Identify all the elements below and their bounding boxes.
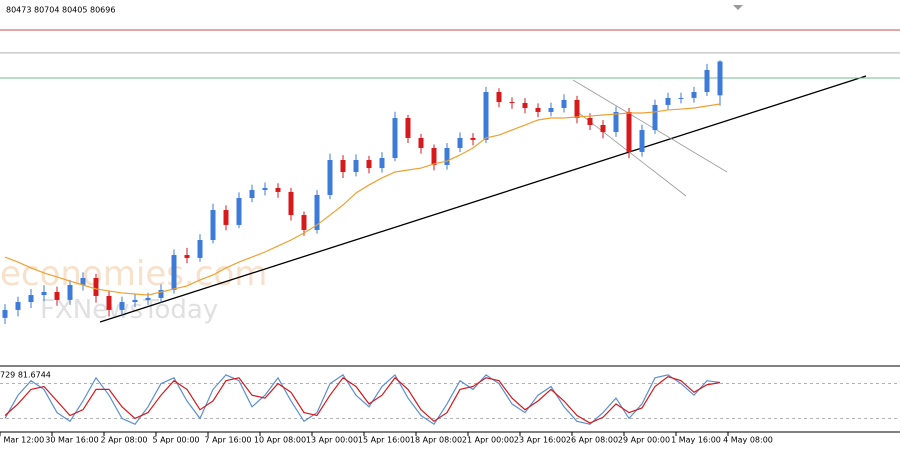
candle-body <box>301 215 307 230</box>
candle-body <box>418 137 424 148</box>
stoch-d <box>4 375 721 424</box>
candle-body <box>262 187 268 190</box>
candle-body <box>444 147 450 166</box>
candle-body <box>28 295 34 303</box>
candle-body <box>665 97 671 105</box>
candle-body <box>470 137 476 140</box>
candle-body <box>327 159 333 195</box>
candle-body <box>314 194 320 230</box>
candle-body <box>106 295 112 310</box>
x-tick-label: 21 Apr 00:00 <box>462 436 514 445</box>
channel-line <box>574 109 687 197</box>
candle-body <box>704 69 710 93</box>
candle-body <box>717 61 723 96</box>
candle-body <box>184 255 190 258</box>
candle-body <box>431 147 437 166</box>
candle-body <box>119 302 125 310</box>
candle-body <box>678 97 684 99</box>
scroll-marker <box>733 5 743 10</box>
candle-body <box>600 125 606 133</box>
x-tick-label: 26 Apr 08:00 <box>566 436 618 445</box>
ohlc-header: 80473 80704 80405 80696 <box>6 6 115 15</box>
candle-body <box>275 187 281 192</box>
candle-body <box>54 292 60 300</box>
candle-body <box>41 292 47 296</box>
x-tick-label: 4 May 08:00 <box>723 436 773 445</box>
candle-body <box>2 309 8 318</box>
x-tick-label: 1 May 16:00 <box>671 436 721 445</box>
candle-body <box>548 107 554 112</box>
x-tick-label: 2 Apr 08:00 <box>100 436 147 445</box>
candle-body <box>496 92 502 103</box>
candle-body <box>210 210 216 240</box>
moving-average <box>4 103 721 296</box>
candle-body <box>405 118 411 138</box>
candle-body <box>353 159 359 173</box>
candle-body <box>93 278 99 296</box>
watermark: FXNewsToday <box>40 295 218 325</box>
candle-body <box>639 130 645 152</box>
candle-body <box>366 159 372 169</box>
candle-body <box>145 297 151 300</box>
candle-body <box>158 290 164 298</box>
candle-body <box>340 159 346 173</box>
candle-body <box>613 111 619 133</box>
x-tick-label: 7 Apr 16:00 <box>204 436 251 445</box>
candle-body <box>574 99 580 119</box>
x-tick-label: 29 Apr 00:00 <box>618 436 670 445</box>
candle-body <box>392 118 398 159</box>
candle-body <box>626 111 632 152</box>
candle-body <box>509 102 515 104</box>
candle-body <box>457 137 463 148</box>
candle-body <box>197 239 203 258</box>
x-tick-label: 15 Apr 16:00 <box>358 436 410 445</box>
candle-body <box>288 191 294 216</box>
x-tick-label: 5 Apr 00:00 <box>152 436 199 445</box>
candle-body <box>561 99 567 108</box>
candle-body <box>249 189 255 199</box>
candle-body <box>691 92 697 98</box>
candle-body <box>67 285 73 300</box>
stoch-k <box>4 373 721 426</box>
candle-body <box>379 158 385 169</box>
watermark: economies.com <box>0 254 267 294</box>
candle-body <box>535 107 541 112</box>
candle-body <box>223 210 229 225</box>
candle-body <box>483 92 489 140</box>
candle-body <box>80 278 86 286</box>
x-tick-label: 7 Mar 12:00 <box>0 436 44 445</box>
candle-body <box>652 104 658 131</box>
candle-body <box>132 299 138 303</box>
x-tick-label: 23 Apr 16:00 <box>514 436 566 445</box>
x-tick-label: 18 Apr 08:00 <box>410 436 462 445</box>
trend-line <box>99 75 867 323</box>
x-tick-label: 13 Apr 00:00 <box>306 436 358 445</box>
stoch-header: 729 81.6744 <box>0 371 51 380</box>
candle-body <box>171 255 177 291</box>
channel-line <box>572 79 728 173</box>
x-tick-label: 10 Apr 08:00 <box>254 436 306 445</box>
candle-body <box>236 198 242 225</box>
x-tick-label: 30 Mar 16:00 <box>45 436 98 445</box>
candle-body <box>15 302 21 310</box>
candle-body <box>522 102 528 108</box>
candle-body <box>587 118 593 126</box>
